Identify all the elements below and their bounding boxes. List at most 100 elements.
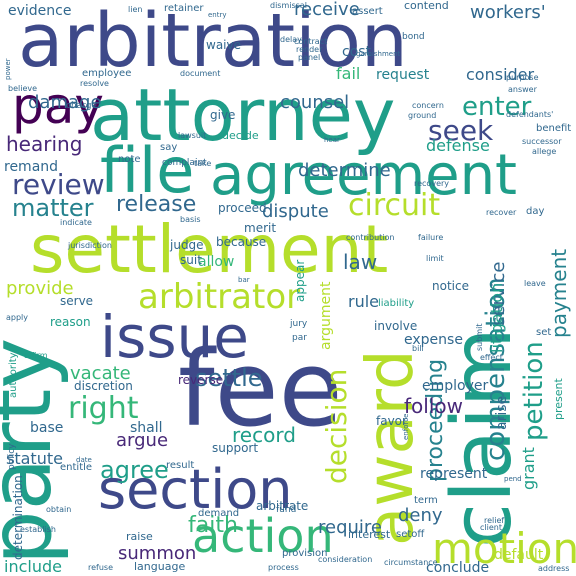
word-discretion: discretion — [74, 379, 133, 393]
word-favor: favor — [376, 414, 407, 428]
word-follow: follow — [404, 394, 463, 418]
word-merit: merit — [244, 221, 276, 235]
word-assert: assert — [352, 6, 383, 17]
word-dispute: dispute — [262, 201, 329, 222]
word-note: note — [118, 154, 141, 165]
word-day: day — [526, 206, 544, 217]
word-hearing: hearing — [6, 132, 82, 156]
word-policy: policy — [7, 443, 17, 470]
word-waive: waive — [206, 38, 241, 52]
word-dismissal: dismissal — [270, 1, 307, 10]
word-jurisdiction: jurisdiction — [67, 241, 112, 250]
word-jury: jury — [289, 319, 308, 329]
word-answer: answer — [508, 85, 538, 94]
word-fail: fail — [336, 64, 360, 83]
word-base: base — [30, 420, 63, 436]
word-reason: reason — [50, 315, 91, 329]
word-interest: interest — [348, 528, 391, 541]
word-motion: motion — [432, 524, 576, 573]
word-defense: defense — [426, 136, 490, 155]
word-raise: raise — [126, 530, 153, 543]
word-affirm: affirm — [24, 351, 48, 360]
word-statute: statute — [6, 449, 63, 468]
word-shall: shall — [130, 420, 163, 436]
word-decision: decision — [320, 369, 353, 484]
word-argument: argument — [318, 281, 334, 350]
word-benefit: benefit — [536, 123, 571, 134]
word-employer: employer — [422, 378, 488, 394]
word-provide: provide — [6, 278, 74, 299]
word-par: par — [292, 333, 307, 343]
word-counsel: counsel — [280, 92, 349, 113]
word-allow: allow — [198, 254, 234, 270]
word-limit: limit — [426, 254, 444, 263]
word-concern: concern — [412, 101, 444, 110]
word-notice: notice — [432, 279, 469, 293]
word-claim: claim — [435, 327, 530, 548]
word-entitle: entitle — [60, 462, 92, 473]
word-involve: involve — [374, 319, 417, 333]
word-receive: receive — [294, 0, 360, 20]
word-agreement: agreement — [210, 143, 517, 208]
word-setoff: setoff — [396, 529, 425, 540]
word-deny: deny — [398, 505, 443, 526]
word-right: right — [68, 391, 139, 426]
word-lien: lien — [128, 5, 142, 14]
word-decide: decide — [222, 129, 259, 142]
word-liability: liability — [378, 298, 414, 309]
word-enter: enter — [462, 92, 532, 122]
word-compensation: compensation — [481, 277, 511, 461]
word-request: request — [376, 67, 430, 83]
word-pend: pend — [504, 475, 522, 483]
word-service: service — [488, 262, 509, 326]
word-render: render — [296, 45, 323, 54]
word-panel: panel — [298, 53, 320, 62]
word-demand: demand — [198, 508, 239, 519]
word-attorney: attorney — [90, 73, 396, 157]
word-consider: consider — [466, 65, 535, 84]
word-say: say — [160, 142, 177, 153]
word-bar: bar — [238, 276, 250, 284]
word-fund: fund — [276, 505, 296, 515]
word-believe: believe — [8, 84, 37, 93]
word-entry: entry — [208, 11, 227, 19]
word-address: address — [538, 564, 569, 573]
word-indicate: indicate — [60, 218, 92, 227]
word-file: file — [100, 134, 194, 207]
word-allege: allege — [532, 147, 556, 156]
word-pay: pay — [12, 77, 104, 135]
word-proceed: proceed — [218, 201, 267, 215]
word-basis: basis — [180, 215, 201, 224]
word-seek: seek — [428, 114, 494, 147]
word-suit: suit — [180, 253, 202, 267]
word-include: include — [4, 557, 62, 576]
word-leave: leave — [524, 279, 546, 288]
word-action: action — [192, 509, 334, 563]
word-result: result — [166, 460, 194, 471]
word-arbitrator: arbitrator — [138, 277, 300, 317]
word-apply: apply — [6, 313, 28, 322]
word-date: date — [76, 456, 92, 464]
word-judge: judge — [169, 238, 204, 252]
word-power: power — [4, 58, 12, 80]
word-provision: provision — [282, 548, 328, 559]
word-support: support — [212, 441, 258, 455]
word-law: law — [343, 250, 377, 274]
word-obtain: obtain — [46, 505, 71, 514]
word-employee: employee — [82, 68, 131, 79]
word-evidence: evidence — [8, 3, 71, 19]
word-recover: recover — [486, 208, 517, 217]
word-recovery: recovery — [414, 179, 449, 188]
word-enforce: enforce — [402, 414, 410, 440]
word-faith: faith — [188, 513, 238, 538]
word-matter: matter — [12, 194, 94, 222]
word-term: term — [414, 495, 438, 506]
word-effect: effect — [480, 353, 503, 362]
word-litigation: litigation — [487, 283, 506, 353]
word-bond: bond — [402, 32, 425, 42]
word-consideration: consideration — [318, 555, 372, 564]
word-contend: contend — [404, 0, 449, 12]
word-refuse: refuse — [88, 563, 113, 572]
word-establish: establish — [20, 525, 56, 534]
word-complaint: complaint — [162, 158, 207, 168]
